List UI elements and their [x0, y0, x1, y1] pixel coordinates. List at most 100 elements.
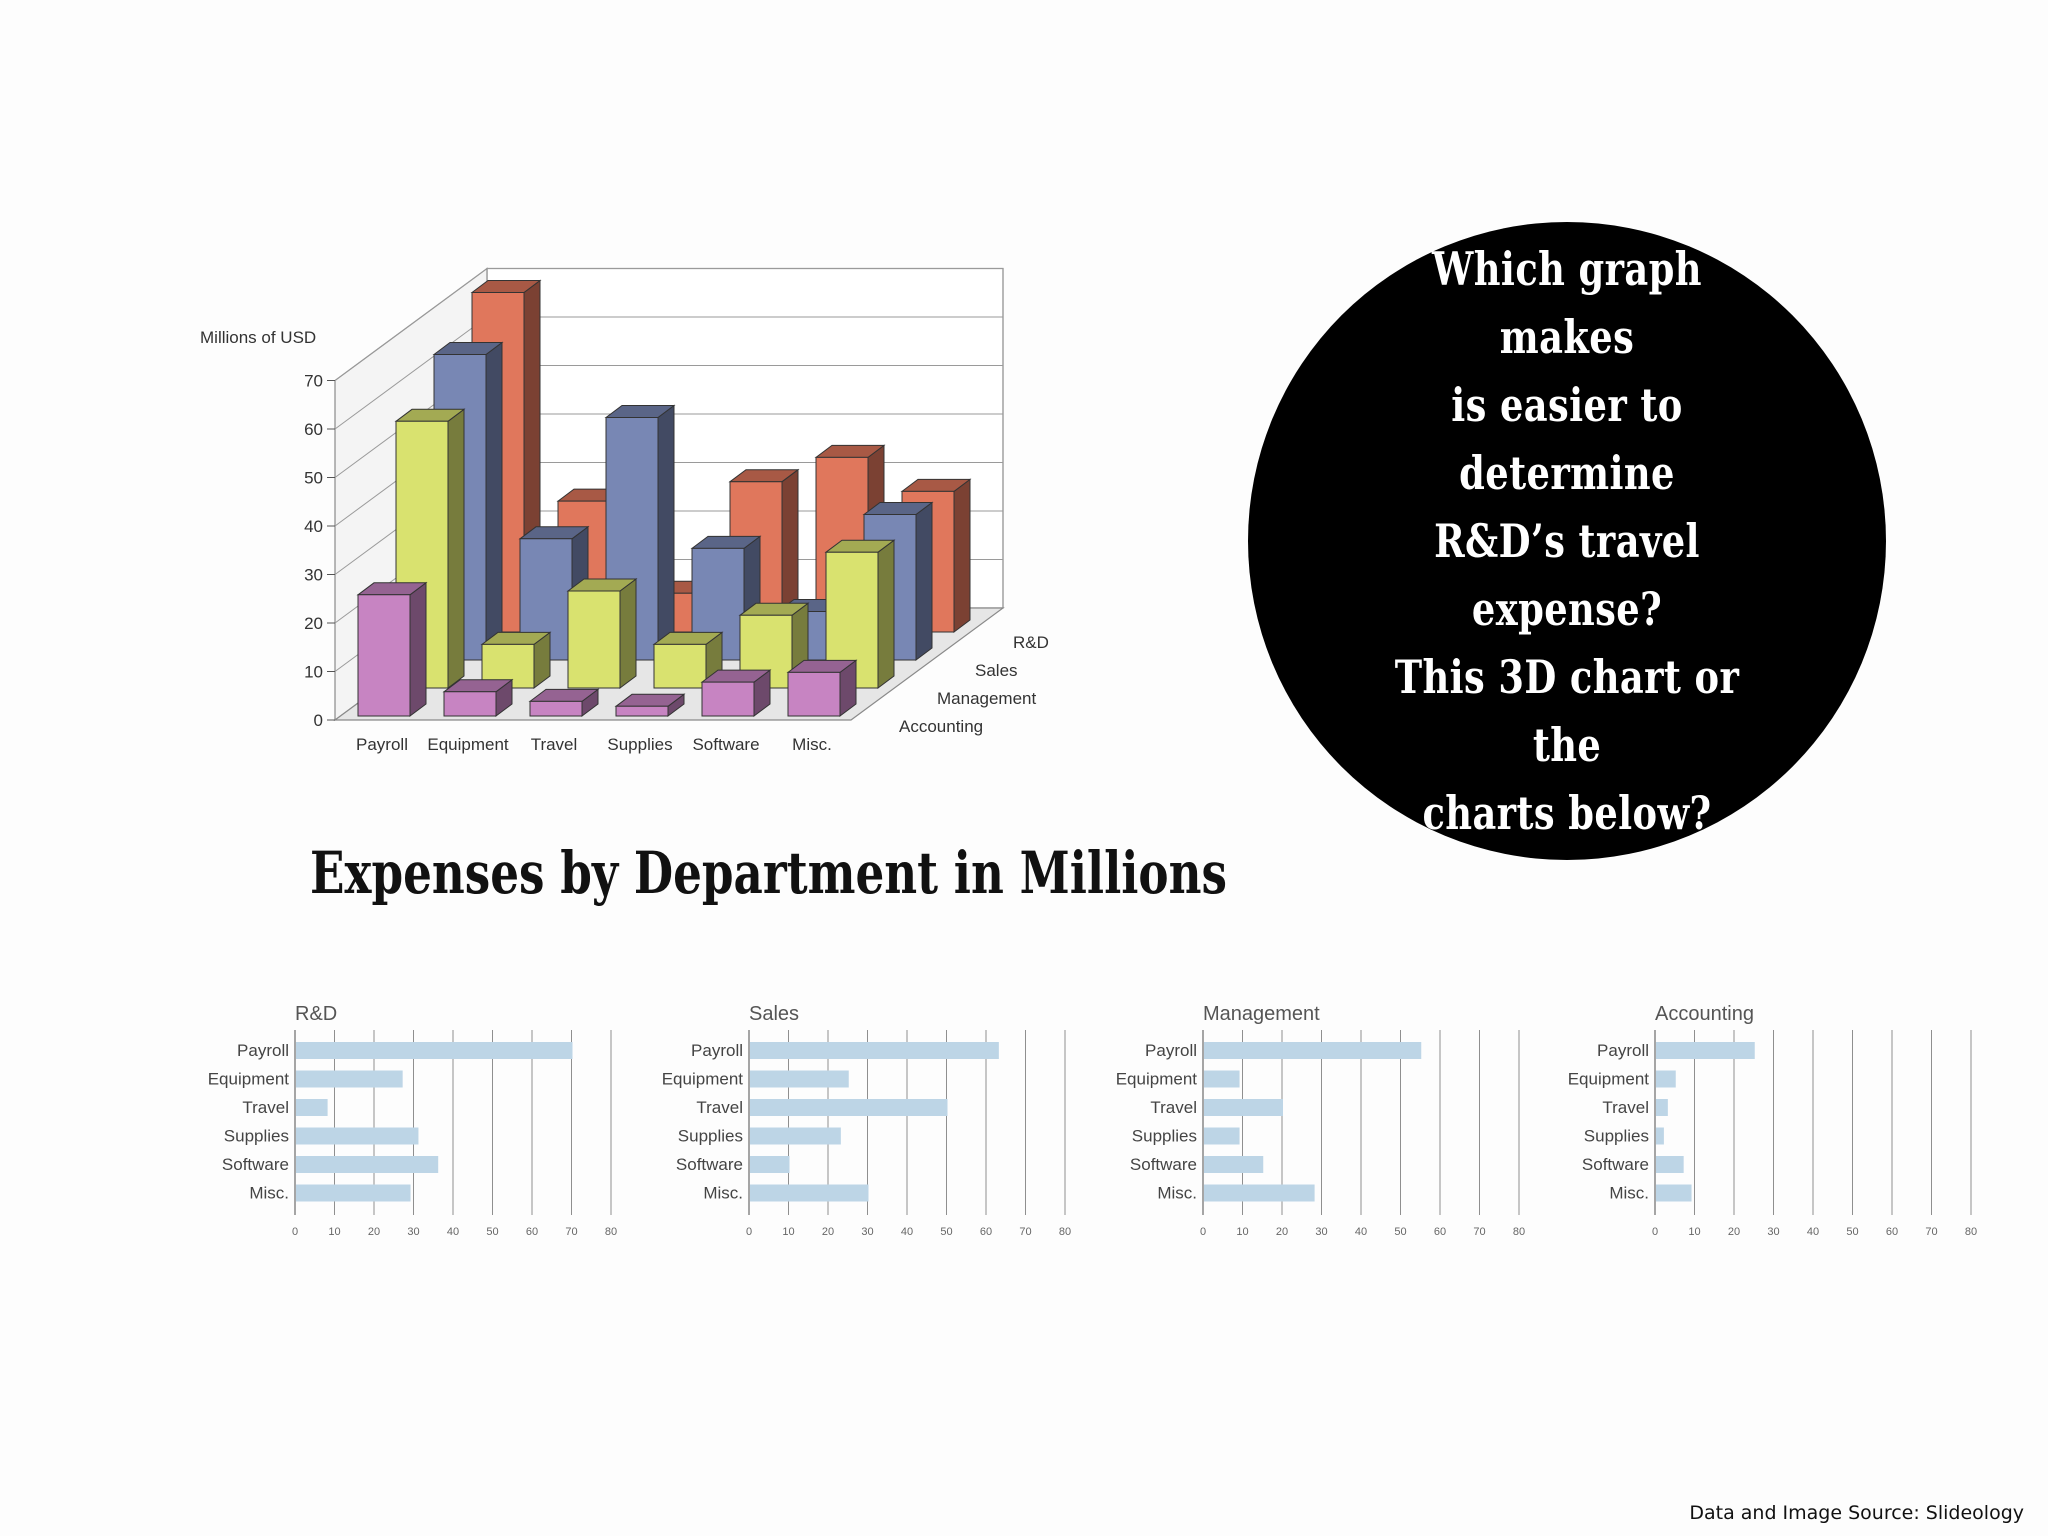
x-tick-label: 40 — [447, 1226, 459, 1238]
y-tick-label: 70 — [304, 372, 323, 391]
question-line: is easier to determine — [1451, 378, 1683, 500]
x-tick-label: 60 — [1434, 1226, 1446, 1238]
sales-bar-chart-panel: Sales 0 10 20 30 40 50 60 70 80 Payroll Equipment Tr… — [634, 990, 1094, 1280]
series-label: R&D — [1013, 633, 1049, 652]
question-line: R&D’s travel expense? — [1434, 514, 1700, 636]
y-tick-label: 60 — [304, 420, 323, 439]
bar-side — [619, 578, 637, 689]
management-bar-chart-panel: Management 0 10 20 30 40 50 60 70 80 Payroll Equipm… — [1088, 990, 1548, 1280]
bar-front — [787, 671, 841, 717]
bar-equipment — [750, 1070, 849, 1088]
bar-management-misc — [824, 539, 896, 689]
department-bar-charts: R&D 0 10 20 30 40 50 60 70 80 Payroll Equipment Trav… — [0, 990, 2048, 1290]
y-tick-label: 50 — [304, 469, 323, 488]
bar-front — [653, 643, 707, 689]
x-tick-label: 70 — [1473, 1226, 1485, 1238]
x-tick-label: 80 — [1965, 1226, 1977, 1238]
bar-side — [485, 341, 503, 661]
bar-software — [750, 1156, 790, 1173]
bar-accounting-misc — [786, 659, 858, 717]
bar-payroll — [1656, 1042, 1755, 1059]
bar-accounting-equipment — [442, 678, 514, 717]
x-tick-label: 70 — [565, 1226, 577, 1238]
bar-equipment — [1656, 1070, 1676, 1088]
category-label: Travel — [696, 1098, 743, 1117]
x-tick-label: 60 — [526, 1226, 538, 1238]
bar-payroll — [296, 1042, 573, 1059]
category-label: Equipment — [1568, 1070, 1650, 1089]
bar-supplies — [1656, 1127, 1664, 1145]
x-tick-label: 0 — [746, 1226, 752, 1238]
x-tick-label: Equipment — [427, 735, 509, 754]
bar-travel — [750, 1099, 948, 1116]
question-callout: Which graph makes is easier to determine… — [1248, 222, 1886, 860]
category-label: Software — [676, 1155, 743, 1174]
category-label: Supplies — [1132, 1127, 1197, 1146]
bar-software — [1656, 1156, 1684, 1173]
x-tick-label: 20 — [822, 1226, 834, 1238]
y-axis-label: Millions of USD — [200, 328, 316, 347]
series-label: Management — [937, 689, 1037, 708]
x-tick-label: 40 — [901, 1226, 913, 1238]
x-tick-label: 20 — [1728, 1226, 1740, 1238]
category-label: Misc. — [1609, 1184, 1649, 1203]
bar-software — [296, 1156, 439, 1173]
y-tick-label: 0 — [314, 711, 323, 730]
x-tick-label: Misc. — [792, 735, 832, 754]
bar-software — [1204, 1156, 1264, 1173]
category-label: Payroll — [1145, 1041, 1197, 1060]
bar-equipment — [296, 1070, 403, 1088]
question-line: charts below? — [1422, 786, 1712, 840]
question-line: Which graph makes — [1432, 242, 1702, 364]
category-label: Payroll — [1597, 1041, 1649, 1060]
bar-front — [825, 551, 879, 689]
bar-management-travel — [566, 578, 638, 689]
x-tick-label: 10 — [1236, 1226, 1248, 1238]
x-tick-label: Software — [692, 735, 759, 754]
bar-front — [701, 681, 755, 717]
x-tick-label: 0 — [1200, 1226, 1206, 1238]
bar-supplies — [1204, 1127, 1240, 1145]
category-label: Misc. — [249, 1184, 289, 1203]
category-label: Equipment — [662, 1070, 744, 1089]
source-credit: Data and Image Source: Slideology — [1689, 1502, 2024, 1524]
question-text: Which graph makes is easier to determine… — [1379, 235, 1755, 847]
y-tick-label: 10 — [304, 663, 323, 682]
x-tick-label: 50 — [1846, 1226, 1858, 1238]
question-line: This 3D chart or the — [1394, 650, 1740, 772]
bar-front — [481, 643, 535, 689]
bar-front — [519, 538, 573, 661]
x-tick-label: 10 — [1688, 1226, 1700, 1238]
x-tick-label: 10 — [328, 1226, 340, 1238]
x-tick-label: 30 — [1767, 1226, 1779, 1238]
x-tick-label: 60 — [1886, 1226, 1898, 1238]
bar-front — [567, 590, 621, 689]
bar-front — [357, 594, 411, 717]
category-label: Supplies — [678, 1127, 743, 1146]
bar-equipment — [1204, 1070, 1240, 1088]
x-tick-label: 0 — [1652, 1226, 1658, 1238]
bar-front — [615, 705, 669, 717]
x-tick-label: 10 — [782, 1226, 794, 1238]
bar-sales-equipment — [518, 525, 590, 661]
category-label: Software — [1582, 1155, 1649, 1174]
x-tick-label: 30 — [1315, 1226, 1327, 1238]
series-label: Accounting — [899, 717, 983, 736]
gridline — [334, 268, 488, 381]
bars-3d — [356, 279, 972, 717]
bar-side — [409, 581, 427, 717]
category-label: Misc. — [1157, 1184, 1197, 1203]
y-tick-label: 40 — [304, 517, 323, 536]
bar-supplies — [296, 1127, 419, 1145]
bar-misc — [1656, 1184, 1692, 1202]
x-tick-label: 50 — [940, 1226, 952, 1238]
bar-supplies — [750, 1127, 841, 1145]
section-title: Expenses by Department in Millions — [310, 839, 1227, 907]
bar-front — [529, 700, 583, 717]
panel-title: Accounting — [1655, 1003, 1754, 1025]
category-label: Equipment — [1116, 1070, 1198, 1089]
x-tick-label: Supplies — [607, 735, 672, 754]
gridline — [334, 316, 488, 430]
x-tick-label: 60 — [980, 1226, 992, 1238]
category-label: Supplies — [224, 1127, 289, 1146]
